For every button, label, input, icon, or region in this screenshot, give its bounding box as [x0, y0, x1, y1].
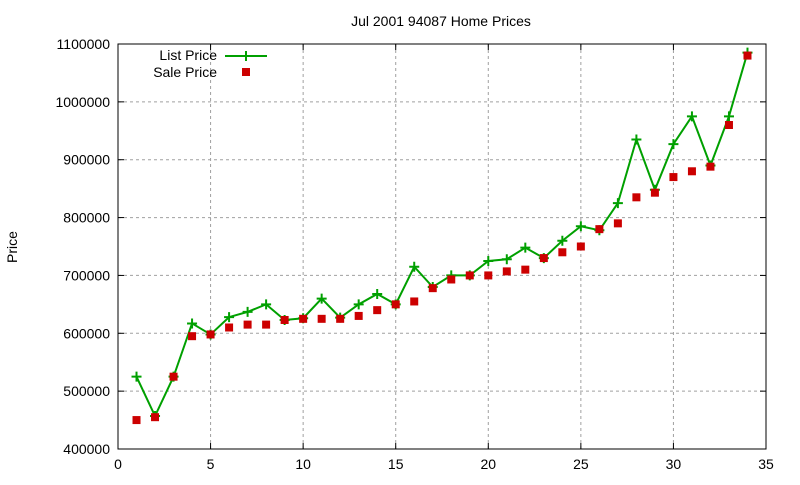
point-sale-price	[206, 330, 215, 339]
x-tick-label: 35	[758, 456, 774, 472]
y-tick-label: 1100000	[57, 36, 111, 52]
point-sale-price	[317, 314, 326, 323]
y-tick-label: 800000	[63, 210, 110, 226]
grid	[118, 44, 766, 449]
x-tick-label: 10	[295, 456, 311, 472]
x-tick-label: 25	[573, 456, 589, 472]
point-sale-price	[243, 320, 252, 329]
x-tick-label: 0	[114, 456, 122, 472]
point-list-price	[483, 255, 494, 266]
legend-label-sale-price: Sale Price	[153, 64, 217, 80]
y-tick-label: 500000	[63, 383, 110, 399]
point-list-price	[409, 261, 420, 272]
point-list-price	[224, 312, 235, 323]
point-sale-price	[280, 315, 289, 324]
point-sale-price	[576, 242, 585, 251]
point-sale-price	[169, 372, 178, 381]
point-sale-price	[595, 225, 604, 234]
legend-label-list-price: List Price	[159, 47, 217, 63]
point-list-price	[686, 111, 697, 122]
point-sale-price	[132, 416, 141, 425]
point-sale-price	[669, 173, 678, 182]
point-list-price	[668, 139, 679, 150]
axis-ticks: 0 5 10 15 20 25 30 35 400000 500000 600000 700000 80…	[55, 36, 774, 472]
y-tick-label: 900000	[63, 152, 110, 168]
point-list-price	[520, 242, 531, 253]
legend-marker-sale-price	[242, 68, 250, 76]
point-list-price	[575, 221, 586, 232]
point-list-price	[242, 306, 253, 317]
point-sale-price	[502, 267, 511, 276]
chart-title: Jul 2001 94087 Home Prices	[351, 13, 531, 29]
point-sale-price	[447, 275, 456, 284]
point-sale-price	[151, 413, 160, 422]
point-sale-price	[336, 314, 345, 323]
point-list-price	[612, 198, 623, 209]
y-tick-label: 400000	[63, 441, 110, 457]
point-sale-price	[354, 311, 363, 320]
point-sale-price	[299, 314, 308, 323]
plot-frame	[117, 43, 767, 450]
point-sale-price	[724, 121, 733, 129]
point-sale-price	[391, 300, 400, 309]
point-sale-price	[632, 193, 641, 202]
y-axis-label: Price	[4, 231, 20, 263]
x-tick-label: 5	[207, 456, 215, 472]
point-sale-price	[428, 284, 437, 293]
point-list-price	[723, 111, 734, 122]
y-tick-label: 1000000	[55, 94, 110, 110]
point-sale-price	[743, 51, 752, 60]
point-list-price	[187, 318, 198, 329]
point-list-price	[261, 299, 272, 310]
y-tick-label: 600000	[63, 325, 110, 341]
y-tick-label: 700000	[63, 267, 110, 283]
x-tick-label: 30	[666, 456, 682, 472]
point-list-price	[131, 371, 142, 382]
point-list-price	[501, 254, 512, 265]
point-sale-price	[650, 188, 659, 197]
legend: List Price Sale Price	[153, 47, 267, 80]
point-list-price	[631, 134, 642, 145]
series-layer	[131, 47, 753, 425]
x-tick-label: 15	[388, 456, 404, 472]
point-list-price	[316, 293, 327, 304]
point-sale-price	[558, 248, 567, 257]
point-sale-price	[262, 320, 271, 329]
point-list-price	[353, 299, 364, 310]
point-sale-price	[188, 332, 197, 341]
point-sale-price	[465, 271, 474, 280]
point-list-price	[557, 235, 568, 246]
point-sale-price	[373, 306, 382, 315]
point-sale-price	[410, 297, 419, 306]
point-sale-price	[484, 271, 493, 280]
series-line-list-price	[135, 52, 749, 419]
point-sale-price	[521, 265, 530, 274]
point-sale-price	[539, 254, 548, 263]
point-sale-price	[613, 219, 622, 228]
point-list-price	[372, 288, 383, 299]
point-sale-price	[225, 323, 234, 332]
point-sale-price	[706, 162, 715, 171]
point-sale-price	[687, 167, 696, 176]
legend-marker-list-price	[241, 51, 251, 61]
x-tick-label: 20	[480, 456, 496, 472]
